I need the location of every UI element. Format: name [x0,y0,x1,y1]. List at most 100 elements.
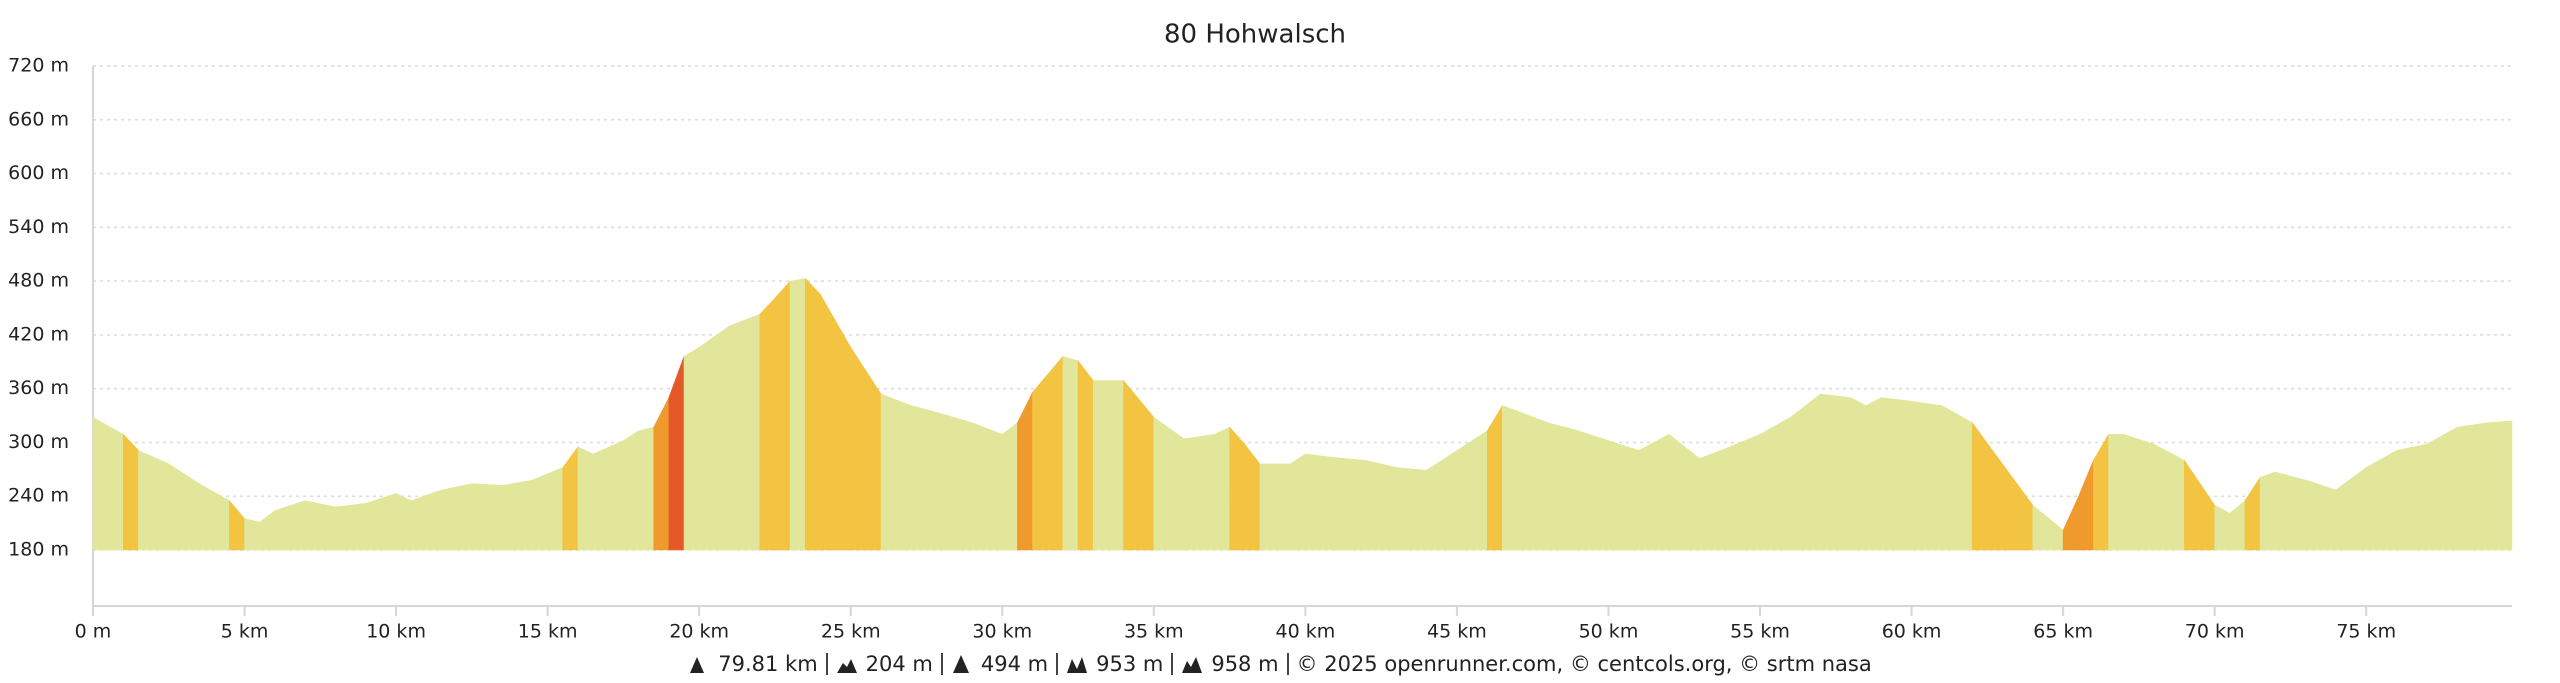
stat-value: 494 m [980,652,1049,676]
elevation-segment [1289,453,1306,551]
elevation-segment [532,467,564,551]
elevation-segment [1456,430,1488,551]
elevation-segment [789,278,806,551]
elevation-segment [2487,420,2513,551]
y-tick-label: 240 m [8,485,69,507]
x-tick-label: 35 km [1124,621,1184,643]
footer: 79.81 km 204 m 494 m 953 m 958 m © 2025 openr… [0,652,2560,676]
stat-value: 953 m [1096,652,1164,676]
chart: 80 Hohwalsch 180 m 240 m 300 m 360 m 420 m 48… [8,20,2513,643]
y-tick-label: 720 m [8,55,69,77]
stat: 79.81 km [688,652,828,676]
x-tick-label: 30 km [972,621,1032,643]
elevation-segment [471,483,503,551]
x-tick-label: 10 km [366,621,426,643]
x-tick-label: 15 km [518,621,578,643]
stat-value: 204 m [865,652,933,676]
elevation-segment [1759,416,1791,551]
stat-icon [690,657,705,673]
x-tick-label: 55 km [1730,621,1790,643]
elevation-segment [592,440,624,551]
elevation-segment [804,277,821,551]
elevation-segment [2335,466,2367,551]
icon-shape [1067,657,1088,673]
icon-shape [952,655,969,673]
elevation-segment [2259,471,2276,551]
elevation-segment [1880,397,1912,551]
elevation-segment [1259,463,1291,551]
elevation-segment [1638,433,1670,551]
elevation-segment [138,450,170,551]
elevation-segment [2032,504,2064,551]
elevation-segment [1608,440,1640,551]
elevation-segment [1547,422,1579,551]
elevation-segment [2305,479,2337,551]
elevation-segment [1001,422,1018,551]
y-tick-label: 480 m [8,270,69,292]
x-tick-label: 0 m [75,621,112,643]
elevation-segment [1365,459,1397,551]
elevation-segment [1820,393,1852,551]
elevation-segment [2229,500,2246,551]
elevation-segment [395,493,412,551]
elevation-segment [1729,433,1761,551]
elevation-segment [2396,443,2428,551]
elevation-segment [1214,426,1230,551]
x-tick-label: 70 km [2185,621,2245,643]
elevation-segment [1790,393,1821,551]
elevation-segment [1062,355,1079,551]
y-tick-label: 180 m [8,539,69,561]
stat-icon [1067,657,1088,673]
elevation-segment [1577,430,1609,551]
elevation-segment [1335,457,1367,551]
elevation-segment [1244,443,1261,551]
stat-icon [952,655,969,673]
elevation-segment [623,430,639,551]
elevation-segment [971,422,1003,551]
elevation-segment [2123,433,2155,551]
elevation-segment [850,346,882,551]
elevation-segment [2184,459,2215,551]
credits: © 2025 openrunner.com, © centcols.org, ©… [1296,652,1872,676]
elevation-segment [304,500,336,551]
x-tick-label: 65 km [2033,621,2093,643]
x-tick-label: 40 km [1276,621,1336,643]
x-tick-label: 60 km [1882,621,1942,643]
elevation-segment [244,518,261,551]
elevation-segment [1850,397,1867,551]
elevation-segment [1911,400,1943,551]
elevation-segment [2365,449,2397,551]
elevation-segment [2077,460,2094,551]
elevation-segment [880,393,912,551]
x-tick-label: 50 km [1579,621,1639,643]
elevation-segment [638,426,655,551]
elevation-segment [1229,426,1246,551]
y-tick-label: 360 m [8,377,69,399]
stat-value: 79.81 km [718,652,818,676]
elevation-segment [1183,434,1215,551]
elevation-segment [1865,397,1882,551]
elevation-segment [123,433,139,551]
elevation-segment [774,280,791,551]
elevation-segment [2062,496,2079,551]
elevation-segment [1426,449,1458,551]
elevation-segment [92,416,124,551]
elevation-segment [198,483,230,551]
elevation-segment [1123,379,1155,551]
y-tick-label: 540 m [8,216,69,238]
stat: 958 m [1181,652,1289,676]
x-tick-label: 45 km [1427,621,1487,643]
elevation-segment [2108,434,2125,551]
elevation-segment [729,313,761,551]
icon-shape [690,657,705,673]
elevation-segment [410,489,442,551]
elevation-segment [1092,380,1124,551]
elevation-segment [1017,392,1033,551]
elevation-segment [653,397,670,551]
elevation-segment [2456,422,2488,551]
stat: 204 m [836,652,943,676]
stat-value: 958 m [1211,652,1279,676]
x-tick-label: 25 km [821,621,881,643]
elevation-segment [668,356,685,551]
